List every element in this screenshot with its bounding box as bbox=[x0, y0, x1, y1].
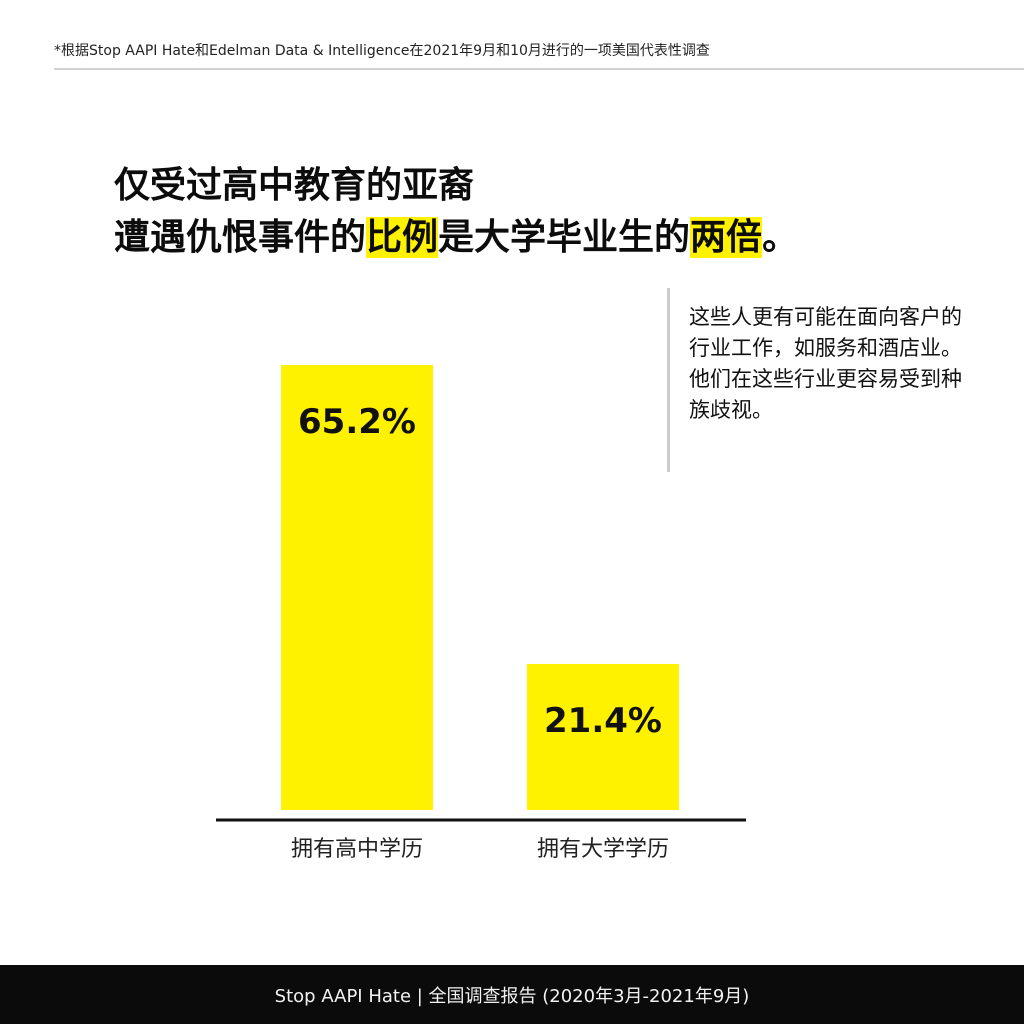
side-note-paragraph-2: 他们在这些行业更容易受到种族歧视。 bbox=[689, 367, 962, 422]
category-label-1: 拥有高中学历 bbox=[291, 837, 423, 862]
headline-highlight-ratio: 比例 bbox=[366, 217, 439, 258]
footer-text: Stop AAPI Hate | 全国调查报告 (2020年3月-2021年9月… bbox=[274, 986, 750, 1007]
top-divider bbox=[54, 68, 1024, 70]
footer-bar: Stop AAPI Hate | 全国调查报告 (2020年3月-2021年9月… bbox=[0, 965, 1024, 1024]
side-note-paragraph-1: 这些人更有可能在面向客户的行业工作，如服务和酒店业。 bbox=[689, 305, 962, 360]
data-label-2: 21.4% bbox=[544, 701, 662, 741]
bar-1 bbox=[281, 365, 433, 810]
data-label-1: 65.2% bbox=[298, 402, 416, 442]
bar-chart: 65.2% 拥有高中学历 21.4% 拥有大学学历 bbox=[216, 365, 746, 862]
side-note: 这些人更有可能在面向客户的行业工作，如服务和酒店业。 他们在这些行业更容易受到种… bbox=[667, 288, 979, 472]
headline-line-1: 仅受过高中教育的亚裔 bbox=[114, 165, 475, 206]
headline-text-2: 是大学毕业生的 bbox=[438, 217, 691, 258]
bar-2 bbox=[527, 663, 679, 810]
headline-end: 。 bbox=[762, 217, 799, 258]
footnote: *根据Stop AAPI Hate和Edelman Data & Intelli… bbox=[54, 43, 710, 59]
category-label-2: 拥有大学学历 bbox=[537, 837, 669, 862]
headline-highlight-double: 两倍 bbox=[690, 217, 763, 258]
headline-text-1: 遭遇仇恨事件的 bbox=[114, 217, 367, 258]
headline: 仅受过高中教育的亚裔 遭遇仇恨事件的比例是大学毕业生的两倍。 bbox=[114, 160, 798, 264]
headline-line-2: 遭遇仇恨事件的比例是大学毕业生的两倍。 bbox=[114, 212, 798, 264]
